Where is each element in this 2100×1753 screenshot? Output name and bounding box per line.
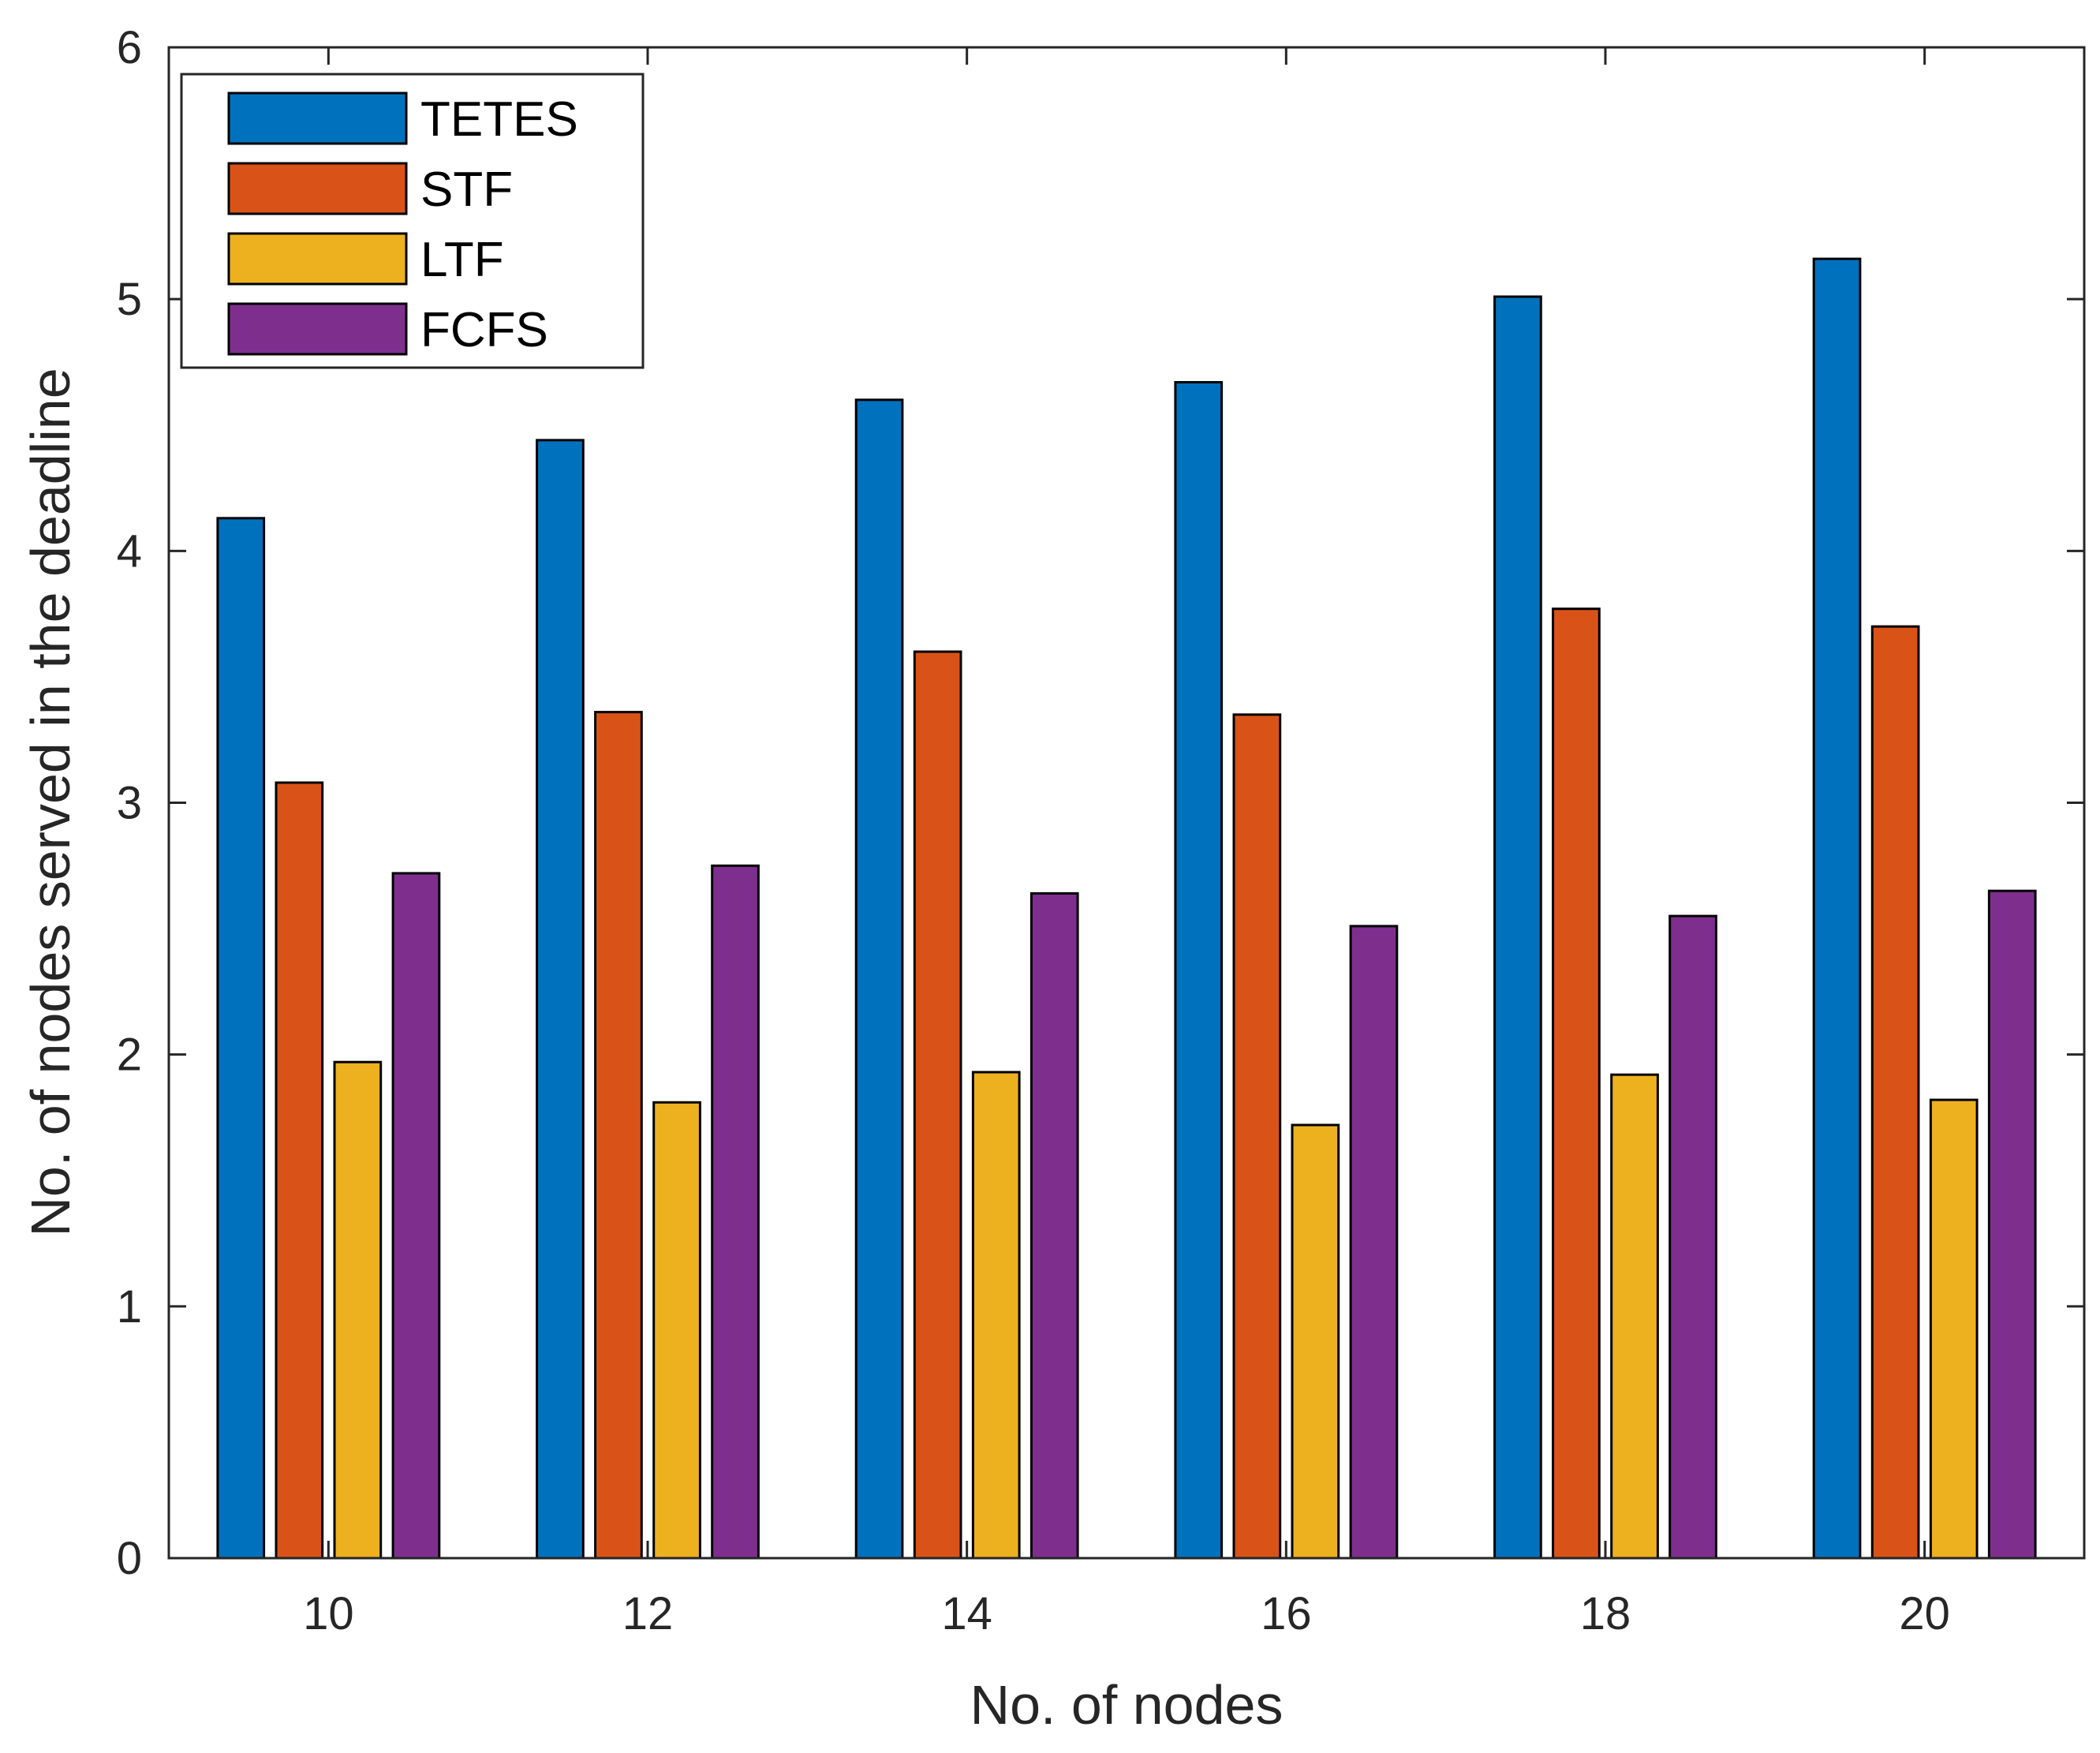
bar-stf-20 xyxy=(1870,625,1920,1560)
bar-fcfs-16 xyxy=(1349,925,1399,1560)
bar-stf-14 xyxy=(913,650,962,1560)
bar-fcfs-20 xyxy=(1987,889,2037,1560)
bar-tetes-18 xyxy=(1493,295,1542,1560)
bar-stf-16 xyxy=(1232,713,1282,1560)
bar-tetes-10 xyxy=(216,517,266,1560)
y-tick-label: 0 xyxy=(117,1533,142,1584)
x-tick-label: 18 xyxy=(1580,1588,1631,1639)
legend-swatch-ltf xyxy=(227,232,408,286)
x-tick-label: 16 xyxy=(1261,1588,1312,1639)
bar-stf-10 xyxy=(275,781,324,1560)
bars-layer xyxy=(216,257,2037,1560)
x-tick-label: 10 xyxy=(303,1588,354,1639)
bar-ltf-10 xyxy=(333,1060,383,1560)
bar-tetes-12 xyxy=(536,439,585,1560)
legend-swatch-fcfs xyxy=(227,302,408,356)
bar-tetes-16 xyxy=(1174,381,1224,1560)
bar-fcfs-14 xyxy=(1029,891,1079,1560)
bar-ltf-18 xyxy=(1610,1073,1659,1560)
bar-fcfs-10 xyxy=(391,872,441,1560)
legend-swatch-tetes xyxy=(227,92,408,145)
bar-ltf-20 xyxy=(1929,1098,1979,1560)
y-tick-label: 6 xyxy=(117,22,142,73)
x-tick-label: 14 xyxy=(941,1588,992,1639)
y-tick-label: 1 xyxy=(117,1281,142,1333)
y-tick-label: 3 xyxy=(117,778,142,829)
x-axis-title: No. of nodes xyxy=(970,1674,1284,1736)
bar-stf-12 xyxy=(594,711,643,1560)
y-tick-label: 5 xyxy=(117,274,142,325)
plot-area-frame xyxy=(167,46,2086,1560)
bar-fcfs-12 xyxy=(711,864,760,1560)
bar-fcfs-18 xyxy=(1668,914,1717,1560)
x-tick-label: 20 xyxy=(1899,1588,1950,1639)
bar-tetes-14 xyxy=(854,398,904,1560)
legend-swatch-stf xyxy=(227,162,408,215)
bar-stf-18 xyxy=(1552,607,1601,1560)
bar-tetes-20 xyxy=(1812,257,1862,1560)
legend: TETES STF LTF FCFS xyxy=(180,73,645,369)
x-tick-label: 12 xyxy=(622,1588,674,1639)
legend-label-tetes: TETES xyxy=(420,92,578,147)
y-tick-label: 2 xyxy=(117,1030,142,1081)
y-tick-label: 4 xyxy=(117,525,142,577)
bar-ltf-12 xyxy=(652,1101,701,1560)
legend-label-stf: STF xyxy=(420,163,513,217)
legend-label-fcfs: FCFS xyxy=(420,303,548,357)
legend-label-ltf: LTF xyxy=(420,233,504,287)
y-axis-title: No. of nodes served in the deadline xyxy=(20,368,81,1236)
bar-ltf-16 xyxy=(1291,1123,1340,1560)
bar-ltf-14 xyxy=(971,1071,1021,1560)
